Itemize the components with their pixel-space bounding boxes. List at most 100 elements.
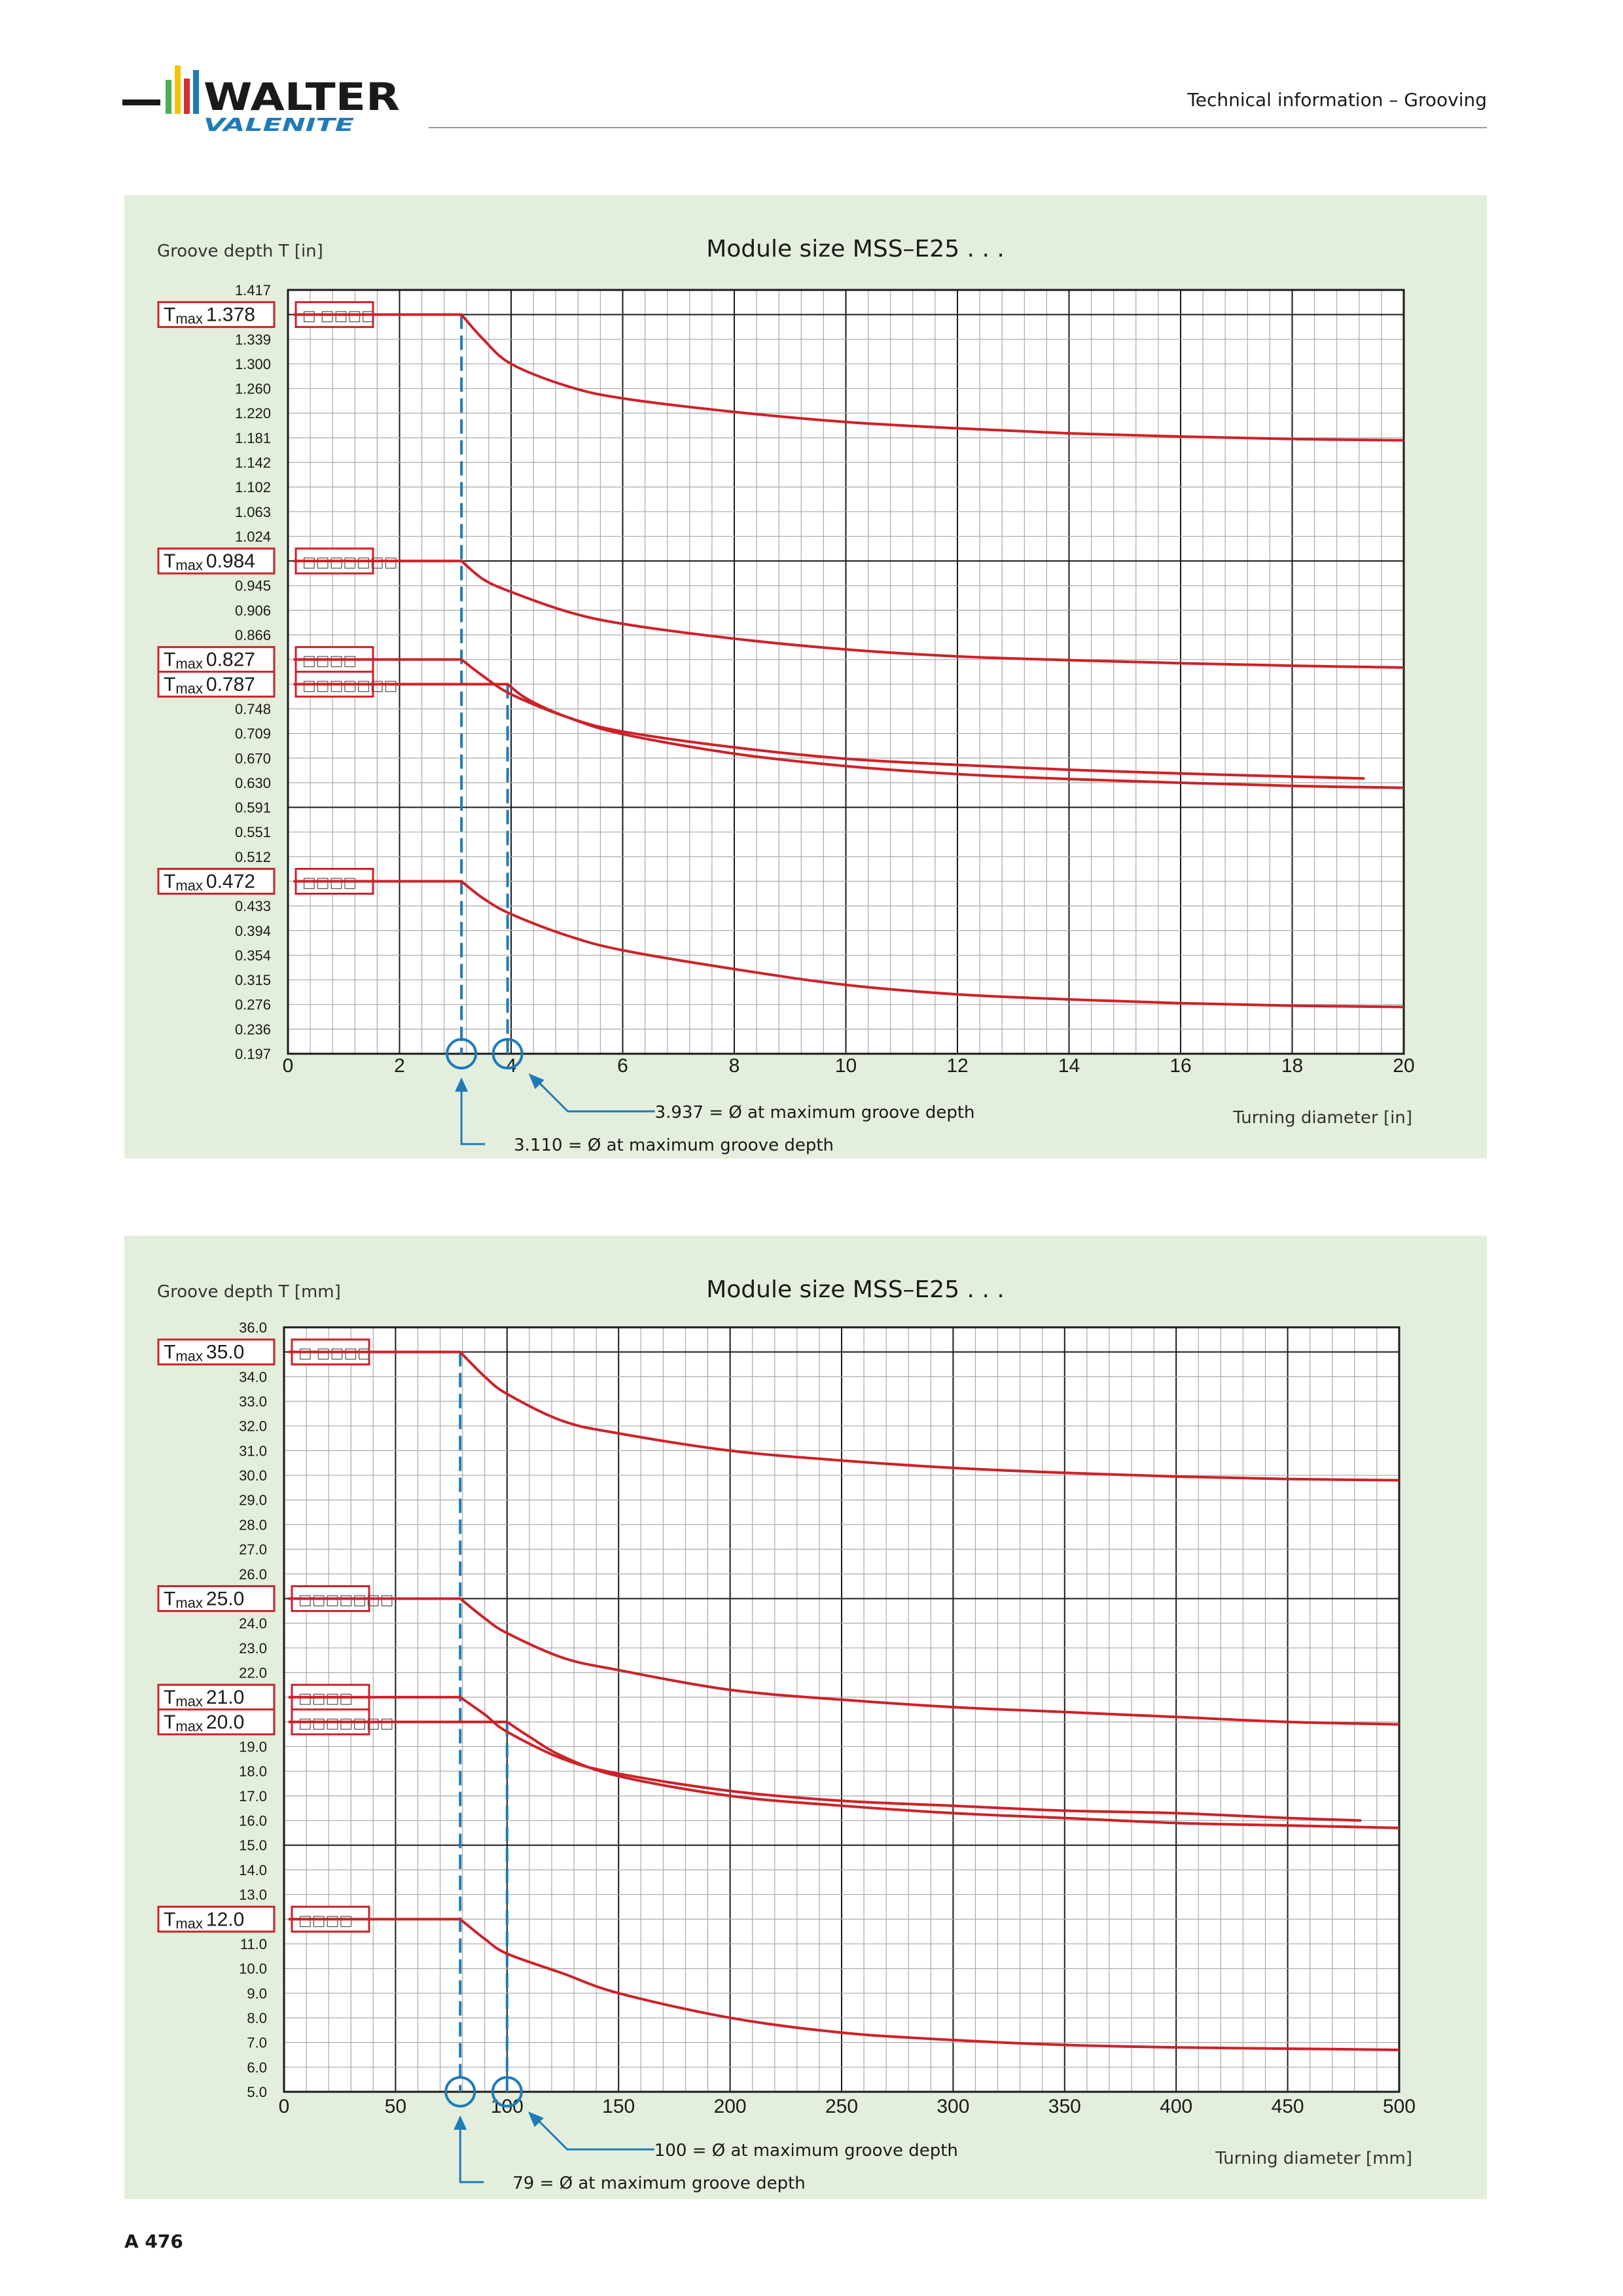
- tmax-label: Tmax 21.0: [164, 1687, 244, 1710]
- x-tick-label: 150: [602, 2096, 635, 2117]
- y-tick-label: 1.300: [235, 356, 271, 372]
- tmax-box: [157, 1338, 276, 1366]
- y-tick-label: 1.260: [235, 381, 271, 397]
- y-tick-label: 1.220: [235, 405, 271, 422]
- y-tick-label: 0.197: [235, 1046, 271, 1062]
- y-tick-label: 28.0: [239, 1516, 267, 1533]
- y-tick-label: 0.709: [235, 726, 271, 742]
- guide-arrow-icon: [528, 1073, 544, 1089]
- chart-title: Module size MSS–E25 . . .: [706, 236, 1005, 262]
- grade-code-label: □□□□: [302, 874, 357, 891]
- guide-leader: [460, 1085, 486, 1145]
- y-tick-label: 8.0: [247, 2010, 267, 2026]
- y-tick-label: 24.0: [239, 1615, 267, 1632]
- y-tick-label: 0.276: [235, 997, 271, 1013]
- chart-mm: Module size MSS–E25 . . . Groove depth T …: [157, 1276, 1416, 2193]
- y-tick-label: 0.670: [235, 750, 271, 766]
- tmax-box: [157, 1905, 276, 1933]
- y-tick-label: 0.906: [235, 602, 271, 619]
- tmax-label: Tmax 0.827: [164, 649, 255, 672]
- walter-valenite-logo: WALTER VALENITE: [122, 65, 400, 135]
- y-tick-label: 33.0: [239, 1393, 267, 1410]
- guide-label: 3.110 = Ø at maximum groove depth: [514, 1136, 834, 1155]
- x-tick-label: 4: [506, 1055, 517, 1077]
- y-tick-label: 0.354: [235, 947, 271, 963]
- logo-bar-red: [184, 79, 190, 114]
- guide-circle: [491, 2076, 523, 2108]
- y-tick-label: 7.0: [247, 2035, 267, 2051]
- section-title: Technical information – Grooving: [1187, 89, 1487, 111]
- x-tick-label: 6: [617, 1055, 628, 1077]
- guide-circle: [491, 1038, 524, 1069]
- y-axis-label: Groove depth T [mm]: [157, 1282, 341, 1302]
- guide-arrow-icon: [454, 2115, 467, 2130]
- guide-arrow-icon: [527, 2111, 544, 2127]
- series-curve-2: [293, 560, 1404, 669]
- logo-walter: WALTER: [204, 75, 400, 119]
- y-tick-label: 11.0: [240, 1936, 267, 1952]
- y-tick-label: 31.0: [239, 1443, 267, 1459]
- logo-bar-blue: [193, 70, 199, 114]
- y-tick-label: 18.0: [239, 1763, 267, 1780]
- y-axis-label: Groove depth T [in]: [157, 242, 323, 261]
- tmax-box: [157, 1708, 276, 1736]
- tmax-box: [157, 867, 276, 895]
- y-tick-label: 29.0: [239, 1492, 267, 1509]
- series-curve-5: [288, 1918, 1400, 2051]
- grade-code-label: □□□□□□□: [302, 554, 398, 571]
- grade-code-label: □□□□: [298, 1912, 353, 1929]
- guide-label: 79 = Ø at maximum groove depth: [512, 2174, 806, 2193]
- tmax-label: Tmax 20.0: [164, 1712, 244, 1734]
- y-tick-label: 0.748: [235, 701, 271, 717]
- x-tick-label: 12: [946, 1055, 968, 1077]
- x-tick-label: 16: [1169, 1055, 1191, 1077]
- series-curve-2: [288, 1597, 1400, 1726]
- x-tick-label: 18: [1281, 1055, 1303, 1077]
- x-tick-label: 200: [714, 2096, 747, 2117]
- y-tick-label: 17.0: [239, 1788, 267, 1804]
- guide-label: 100 = Ø at maximum groove depth: [654, 2141, 958, 2161]
- y-tick-label: 5.0: [247, 2084, 267, 2100]
- y-tick-label: 15.0: [239, 1837, 267, 1854]
- y-tick-label: 0.315: [235, 972, 271, 988]
- y-tick-label: 9.0: [247, 1985, 267, 2001]
- y-tick-label: 1.024: [235, 528, 271, 545]
- y-tick-label: 1.417: [235, 282, 271, 298]
- y-tick-label: 36.0: [239, 1319, 267, 1336]
- guide-leader: [459, 2123, 484, 2183]
- header-divider: [429, 127, 1487, 128]
- series-curve-4: [288, 1720, 1400, 1829]
- guide-arrow-icon: [455, 1077, 469, 1092]
- logo-valenite: VALENITE: [204, 114, 354, 135]
- tmax-box: [157, 547, 276, 575]
- y-tick-label: 0.236: [235, 1021, 271, 1037]
- x-tick-label: 50: [385, 2096, 406, 2117]
- y-tick-label: 32.0: [239, 1418, 267, 1435]
- plot-frame: [283, 1326, 1400, 2093]
- y-tick-label: 30.0: [239, 1467, 267, 1484]
- series-curve-1: [288, 1350, 1400, 1482]
- guide-leader: [532, 2114, 654, 2151]
- y-tick-label: 0.866: [235, 627, 271, 643]
- series-curve-1: [293, 313, 1404, 442]
- x-tick-label: 0: [279, 2096, 290, 2117]
- tmax-label: Tmax 0.984: [164, 550, 255, 573]
- x-tick-label: 10: [835, 1055, 857, 1077]
- y-tick-label: 6.0: [247, 2059, 267, 2075]
- series-curve-3: [288, 1696, 1362, 1822]
- x-tick-label: 450: [1272, 2096, 1304, 2117]
- tmax-box: [157, 670, 276, 698]
- y-tick-label: 0.512: [235, 849, 271, 865]
- grade-code-label: □□□□□□□: [298, 1715, 394, 1732]
- tmax-label: Tmax 1.378: [164, 304, 255, 327]
- x-axis-label: Turning diameter [in]: [1232, 1108, 1412, 1128]
- logo-bar-black: [122, 99, 160, 105]
- tmax-box: [157, 301, 276, 329]
- guide-circle: [444, 2076, 476, 2108]
- tmax-box: [157, 1585, 276, 1612]
- x-tick-label: 20: [1393, 1055, 1414, 1077]
- y-tick-label: 27.0: [239, 1541, 267, 1558]
- grade-code-label: □□□□: [298, 1691, 353, 1707]
- y-tick-label: 26.0: [239, 1566, 267, 1583]
- chart-panel-mm: Module size MSS–E25 . . . Groove depth T …: [124, 1236, 1487, 2199]
